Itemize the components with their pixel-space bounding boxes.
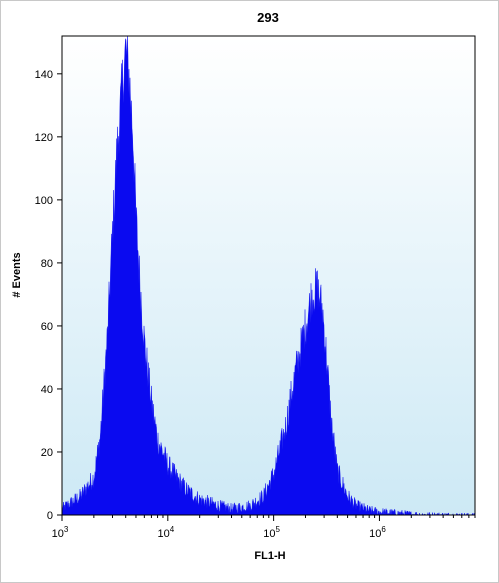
x-tick-exponent: 4 xyxy=(170,525,175,534)
x-tick-label: 103 xyxy=(52,525,69,540)
histogram-fill xyxy=(61,35,475,516)
x-tick-base: 10 xyxy=(263,528,275,540)
x-tick-exponent: 6 xyxy=(381,525,386,534)
y-tick-label: 100 xyxy=(35,195,53,207)
y-tick-label: 40 xyxy=(41,384,53,396)
y-axis: 0 20 40 60 80 100 120 140 xyxy=(35,69,62,522)
y-tick-label: 0 xyxy=(47,510,53,522)
x-tick-base: 10 xyxy=(369,528,381,540)
y-tick-label: 120 xyxy=(35,132,53,144)
x-tick-exponent: 5 xyxy=(276,525,281,534)
x-tick-exponent: 3 xyxy=(64,525,69,534)
y-tick-label: 20 xyxy=(41,447,53,459)
x-tick-label: 105 xyxy=(263,525,280,540)
y-tick-label: 60 xyxy=(41,321,53,333)
x-tick-base: 10 xyxy=(52,528,64,540)
y-tick-label: 80 xyxy=(41,258,53,270)
x-axis: 103 104 105 106 xyxy=(52,515,476,540)
y-axis-label: # Events xyxy=(11,252,23,297)
x-tick-label: 104 xyxy=(157,525,174,540)
x-tick-label: 106 xyxy=(369,525,386,540)
y-tick-label: 140 xyxy=(35,69,53,81)
chart-title: 293 xyxy=(257,10,279,25)
x-tick-base: 10 xyxy=(157,528,169,540)
x-axis-label: FL1-H xyxy=(254,550,285,562)
